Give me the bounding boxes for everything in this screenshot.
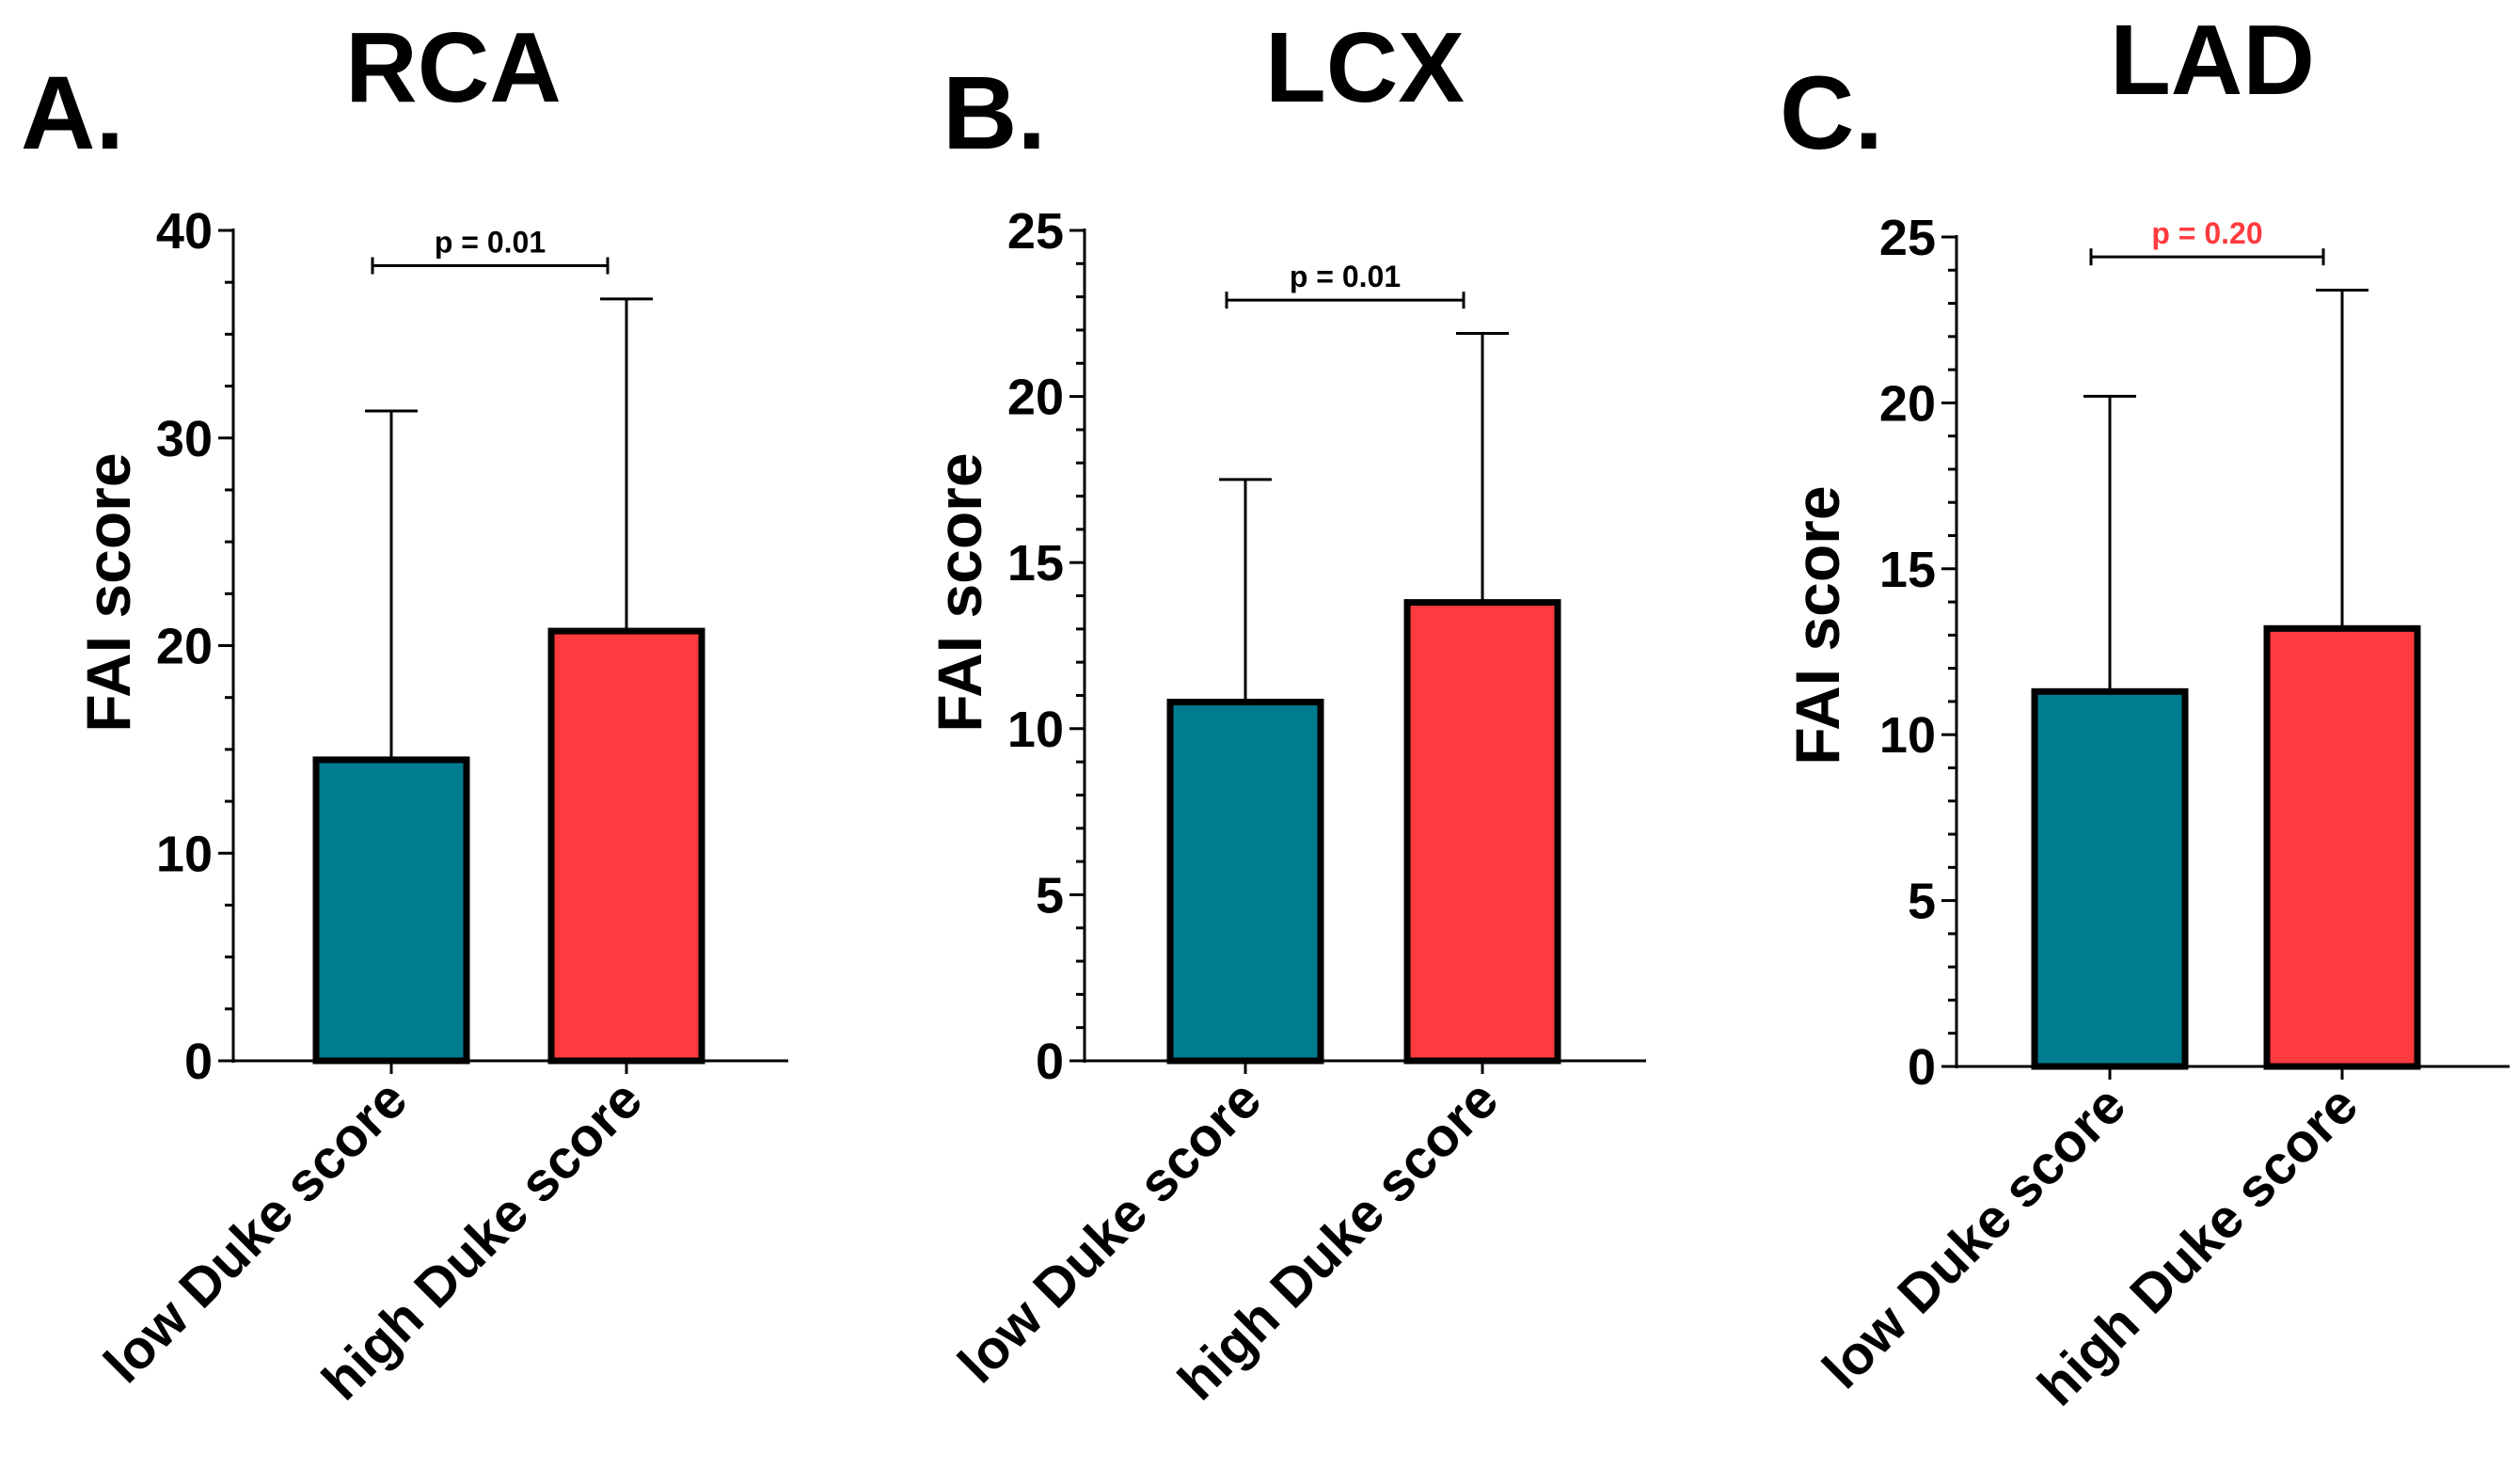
p-value-label: p = 0.01: [1290, 260, 1401, 293]
y-tick-label: 15: [1879, 542, 1936, 598]
y-axis-label: FAI score: [925, 452, 994, 732]
bar: [2031, 687, 2189, 1070]
y-tick-label: 25: [1879, 210, 1936, 266]
y-tick-label: 0: [1908, 1039, 1936, 1096]
y-tick-label: 0: [1036, 1034, 1064, 1090]
bar: [547, 627, 705, 1065]
y-tick-label: 30: [156, 411, 213, 467]
y-axis-label: FAI score: [1782, 485, 1852, 765]
chart-title: RCA: [345, 12, 562, 123]
y-tick-label: 0: [184, 1034, 213, 1090]
y-tick-label: 40: [156, 203, 213, 260]
y-tick-label: 5: [1036, 867, 1064, 924]
bar: [2263, 624, 2421, 1070]
y-tick-label: 20: [1007, 370, 1064, 426]
chart-title: LCX: [1265, 12, 1465, 123]
y-tick-label: 10: [156, 826, 213, 882]
panel-letter: A.: [21, 55, 124, 171]
y-tick-label: 5: [1908, 874, 1936, 930]
y-tick-label: 20: [1879, 375, 1936, 432]
chart-title: LAD: [2110, 5, 2315, 116]
p-value-label: p = 0.01: [435, 226, 546, 260]
y-tick-label: 15: [1007, 535, 1064, 592]
y-tick-label: 20: [156, 619, 213, 675]
panel-letter: C.: [1780, 55, 1883, 171]
panel-letter: B.: [943, 55, 1046, 171]
y-tick-label: 10: [1007, 702, 1064, 758]
y-tick-label: 25: [1007, 203, 1064, 260]
bar: [1166, 699, 1324, 1065]
p-value-label: p = 0.20: [2151, 216, 2262, 250]
y-axis-label: FAI score: [73, 452, 143, 732]
y-tick-label: 10: [1879, 707, 1936, 764]
bar: [1403, 599, 1561, 1065]
bar: [312, 756, 470, 1065]
